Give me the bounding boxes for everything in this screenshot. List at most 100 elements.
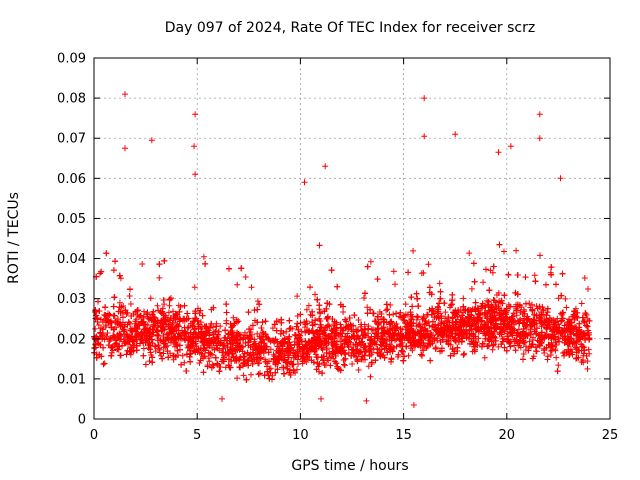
- data-point: [114, 316, 121, 322]
- data-point: [429, 318, 436, 325]
- data-point: [362, 290, 368, 297]
- data-point: [123, 351, 130, 358]
- data-point: [583, 353, 590, 359]
- data-point: [447, 352, 454, 359]
- data-point: [114, 346, 121, 352]
- data-point: [459, 312, 465, 319]
- data-point: [146, 330, 153, 337]
- data-point: [396, 335, 402, 342]
- data-point: [227, 321, 234, 327]
- data-point: [418, 270, 425, 277]
- data-point: [468, 285, 475, 292]
- data-point: [140, 352, 147, 359]
- data-point: [408, 342, 415, 349]
- data-point: [313, 366, 320, 373]
- data-point: [147, 346, 153, 353]
- data-point: [576, 320, 583, 327]
- data-point: [102, 304, 109, 311]
- data-point: [515, 326, 522, 333]
- data-point: [179, 352, 186, 359]
- data-point: [539, 321, 546, 328]
- data-point: [512, 347, 519, 354]
- data-point: [342, 351, 349, 358]
- data-point: [154, 302, 161, 309]
- data-point: [482, 332, 489, 339]
- data-point: [579, 314, 586, 321]
- data-point: [516, 340, 523, 347]
- data-point: [543, 281, 549, 288]
- data-point: [205, 349, 212, 356]
- data-point: [397, 330, 404, 337]
- data-point: [100, 361, 107, 368]
- data-point: [573, 355, 580, 361]
- data-point: [288, 358, 295, 365]
- data-point: [103, 322, 110, 329]
- data-point: [367, 373, 374, 380]
- data-point: [216, 368, 223, 375]
- data-point: [383, 307, 390, 314]
- data-point: [444, 326, 451, 333]
- data-point: [494, 292, 500, 298]
- data-point: [474, 342, 481, 349]
- data-point: [242, 329, 248, 336]
- data-point: [249, 322, 256, 329]
- data-point: [156, 274, 163, 281]
- data-point: [455, 307, 462, 313]
- data-point: [558, 318, 565, 325]
- data-point: [470, 260, 477, 267]
- data-point: [147, 333, 154, 340]
- data-point: [537, 252, 543, 259]
- data-point: [460, 295, 467, 302]
- data-point: [449, 297, 456, 304]
- data-point: [127, 327, 134, 334]
- data-point: [214, 334, 221, 340]
- data-point: [201, 353, 208, 360]
- data-point: [323, 349, 330, 356]
- data-point: [344, 330, 351, 337]
- data-point: [234, 375, 241, 382]
- data-point: [378, 338, 385, 345]
- data-point: [134, 332, 141, 339]
- data-point: [372, 318, 379, 325]
- data-point: [197, 345, 204, 351]
- data-point: [254, 347, 261, 354]
- data-point: [337, 301, 344, 308]
- data-point: [520, 306, 527, 313]
- data-point: [376, 309, 383, 315]
- data-point: [368, 361, 375, 367]
- data-point: [112, 258, 119, 265]
- data-point: [204, 363, 211, 370]
- data-point: [536, 317, 543, 324]
- data-point: [499, 300, 506, 307]
- data-point: [283, 328, 290, 335]
- data-point: [292, 352, 299, 359]
- data-point: [367, 258, 374, 265]
- data-point: [155, 328, 161, 335]
- data-point: [117, 336, 124, 343]
- data-point: [348, 346, 355, 353]
- data-point: [385, 331, 392, 337]
- data-point: [165, 309, 172, 316]
- data-point: [242, 274, 249, 280]
- data-point: [305, 302, 312, 309]
- data-point: [281, 370, 288, 377]
- data-point: [485, 335, 492, 342]
- data-point: [496, 241, 503, 248]
- data-point: [388, 356, 395, 363]
- data-point: [348, 352, 355, 359]
- data-point: [212, 354, 219, 361]
- data-point: [191, 284, 198, 291]
- data-point: [225, 356, 232, 363]
- data-point: [489, 269, 496, 276]
- data-point: [561, 349, 568, 356]
- data-point: [107, 336, 114, 343]
- data-point: [190, 318, 197, 325]
- data-point: [305, 328, 312, 335]
- data-point: [563, 304, 570, 311]
- data-point: [585, 286, 591, 292]
- data-point: [287, 325, 294, 331]
- data-point: [304, 320, 311, 327]
- data-point: [553, 354, 560, 361]
- data-point: [225, 362, 232, 369]
- data-point: [472, 333, 479, 340]
